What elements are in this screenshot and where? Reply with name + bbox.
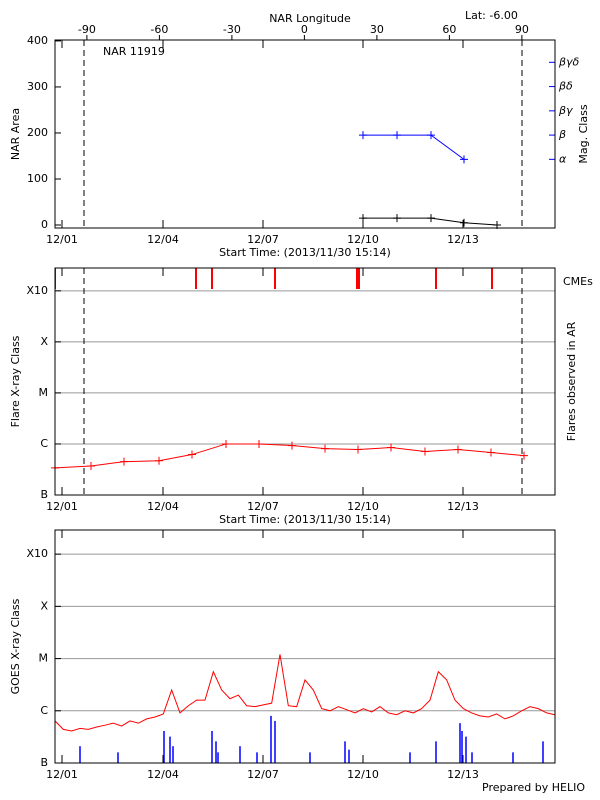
point-marker	[155, 456, 163, 465]
x-tick-label: 12/07	[247, 233, 279, 246]
x-axis-title: Start Time: (2013/11/30 15:14)	[219, 246, 391, 259]
x2-tick-label: -60	[150, 23, 168, 36]
x-tick-label: 12/01	[46, 768, 78, 781]
y-tick-label: 400	[27, 34, 48, 47]
annotation: Lat: -6.00	[465, 9, 518, 22]
point-marker	[487, 448, 495, 457]
point-marker	[359, 131, 367, 140]
point-marker	[393, 214, 401, 223]
point-marker	[460, 155, 468, 164]
series-line	[363, 134, 465, 160]
x2-tick-label: 90	[515, 23, 529, 36]
y-tick-label: 300	[27, 80, 48, 93]
y2-tick-label: βγ	[558, 104, 573, 117]
y-tick-label: 200	[27, 126, 48, 139]
y-tick-label: 100	[27, 172, 48, 185]
y2-tick-label: βγδ	[558, 55, 580, 68]
x-tick-label: 12/13	[447, 233, 479, 246]
point-marker	[87, 461, 95, 470]
x-tick-label: 12/13	[447, 500, 479, 513]
plot-frame	[54, 39, 556, 229]
x2-tick-label: 60	[442, 23, 456, 36]
x-tick-label: 12/07	[247, 768, 279, 781]
y-tick-label: C	[40, 704, 48, 717]
x-tick-label: 12/04	[147, 233, 179, 246]
y2-tick-label: α	[559, 152, 567, 165]
cme-label: CMEs	[563, 275, 593, 288]
x-axis-title: Start Time: (2013/11/30 15:14)	[219, 513, 391, 526]
plot-frame	[54, 267, 556, 496]
x2-tick-label: 30	[370, 23, 384, 36]
x2-tick-label: 0	[301, 23, 308, 36]
chart-title: NAR 11919	[103, 45, 165, 58]
y-tick-label: X	[40, 335, 48, 348]
y2-tick-label: βδ	[558, 80, 573, 93]
plot-frame	[54, 529, 556, 764]
y-tick-label: M	[39, 652, 49, 665]
y2-axis-title: Flares observed in AR	[565, 321, 578, 441]
series-line	[55, 443, 525, 469]
x-tick-label: 12/01	[46, 500, 78, 513]
x-tick-label: 12/07	[247, 500, 279, 513]
x2-tick-label: -90	[78, 23, 96, 36]
point-marker	[120, 457, 128, 466]
point-marker	[520, 451, 528, 460]
footer: Prepared by HELIO	[482, 781, 585, 794]
x-tick-label: 12/10	[347, 768, 379, 781]
point-marker	[427, 131, 435, 140]
x-tick-label: 12/04	[147, 500, 179, 513]
point-marker	[354, 445, 362, 454]
y-tick-label: M	[39, 386, 49, 399]
series-line	[55, 654, 555, 732]
x-tick-label: 12/13	[447, 768, 479, 781]
x-tick-label: 12/04	[147, 768, 179, 781]
y-tick-label: B	[40, 488, 48, 501]
point-marker	[255, 439, 263, 448]
point-marker	[222, 439, 230, 448]
point-marker	[288, 441, 296, 450]
x2-tick-label: -30	[223, 23, 241, 36]
y-tick-label: X	[40, 599, 48, 612]
point-marker	[460, 218, 468, 227]
y-tick-label: 0	[41, 218, 48, 231]
point-marker	[387, 443, 395, 452]
x2-axis-title: NAR Longitude	[269, 12, 351, 25]
point-marker	[393, 131, 401, 140]
y2-tick-label: β	[558, 128, 566, 141]
y-axis-title: GOES X-ray Class	[9, 598, 22, 694]
x-tick-label: 12/01	[46, 233, 78, 246]
y-tick-label: X10	[26, 284, 48, 297]
point-marker	[321, 444, 329, 453]
y-tick-label: B	[40, 756, 48, 769]
x-tick-label: 12/10	[347, 500, 379, 513]
point-marker	[421, 447, 429, 456]
y-axis-title: NAR Area	[9, 108, 22, 160]
point-marker	[359, 214, 367, 223]
x-tick-label: 12/10	[347, 233, 379, 246]
y-tick-label: X10	[26, 547, 48, 560]
y-tick-label: C	[40, 437, 48, 450]
y-axis-title: Flare X-ray Class	[9, 335, 22, 427]
point-marker	[454, 445, 462, 454]
point-marker	[188, 450, 196, 459]
series-line	[363, 217, 498, 226]
point-marker	[427, 214, 435, 223]
y2-axis-title: Mag. Class	[577, 104, 590, 163]
